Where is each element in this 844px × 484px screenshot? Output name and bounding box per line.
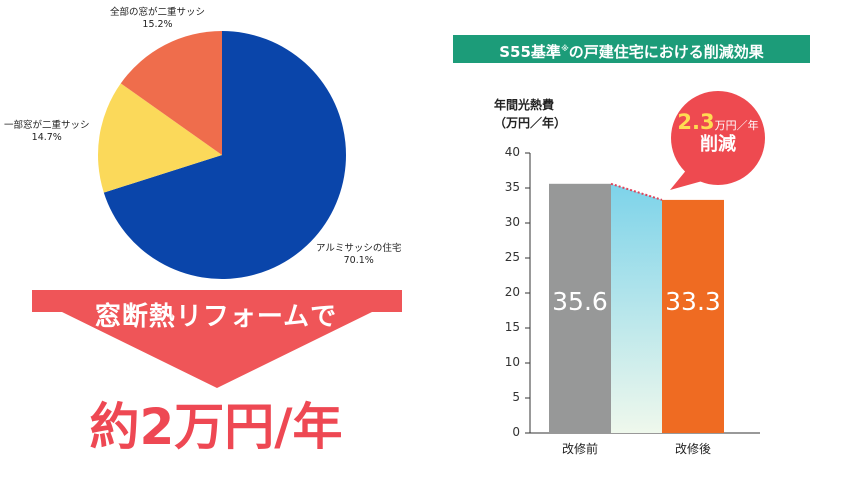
y-tick-label: 30 bbox=[496, 215, 520, 229]
y-tick-label: 25 bbox=[496, 250, 520, 264]
y-tick-label: 10 bbox=[496, 355, 520, 369]
y-tick-label: 15 bbox=[496, 320, 520, 334]
x-tick-before: 改修前 bbox=[540, 440, 620, 457]
y-tick-label: 40 bbox=[496, 145, 520, 159]
y-tick-label: 5 bbox=[496, 390, 520, 404]
y-tick-label: 20 bbox=[496, 285, 520, 299]
bubble-reduction: 削減 bbox=[668, 134, 768, 156]
bubble-amount: 2.3 bbox=[677, 110, 714, 134]
x-tick-after: 改修後 bbox=[653, 440, 733, 457]
bar-value-after: 33.3 bbox=[662, 287, 724, 317]
bar-value-before: 35.6 bbox=[549, 287, 611, 317]
y-tick-label: 35 bbox=[496, 180, 520, 194]
bubble-unit: 万円／年 bbox=[715, 119, 759, 132]
bubble-text: 2.3万円／年 削減 bbox=[668, 110, 768, 156]
bar-connector bbox=[611, 184, 662, 433]
y-tick-label: 0 bbox=[496, 425, 520, 439]
